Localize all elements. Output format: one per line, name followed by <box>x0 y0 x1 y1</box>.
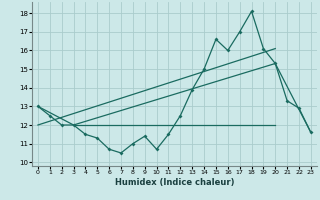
X-axis label: Humidex (Indice chaleur): Humidex (Indice chaleur) <box>115 178 234 187</box>
